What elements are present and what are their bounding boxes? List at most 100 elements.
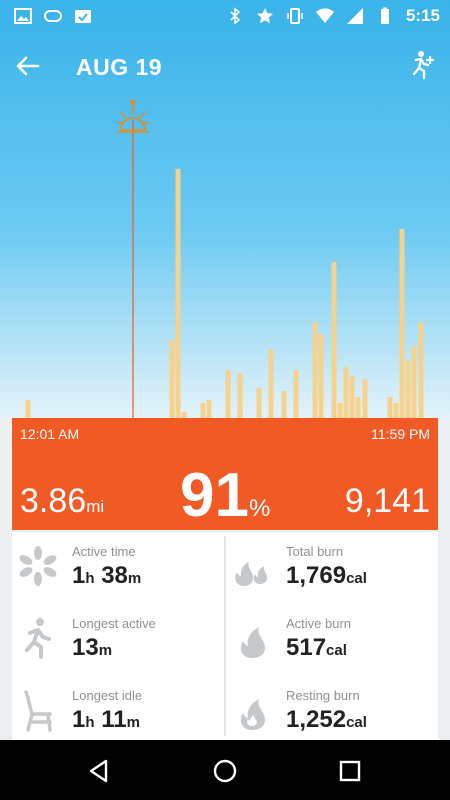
stat-label: Active time [72, 544, 136, 559]
activity-bar [343, 367, 349, 418]
daily-summary-banner: 12:01 AM 11:59 PM 3.86mi 91% 9,141 [12, 418, 438, 530]
activity-bar [293, 370, 299, 418]
distance-value: 3.86 [20, 482, 87, 520]
column-divider [224, 536, 226, 736]
minutes: 13 [72, 634, 99, 661]
distance-unit: mi [86, 497, 105, 516]
clock: 5:15 [405, 6, 440, 25]
goal-percent-unit: % [248, 495, 271, 522]
activity-bar [318, 334, 324, 418]
battery-icon [380, 7, 389, 24]
activity-bar [169, 340, 175, 418]
goal-percent: 91% [180, 460, 270, 531]
activity-bar [237, 373, 243, 418]
upload-icon [75, 10, 91, 23]
activity-bar [200, 403, 206, 418]
stat-total-burn[interactable]: Total burn 1,769cal [226, 532, 436, 596]
app-bar: AUG 19 [0, 40, 450, 96]
activity-chart [25, 99, 424, 418]
activity-bar [256, 388, 262, 418]
system-nav-bar [0, 740, 450, 800]
goal-percent-value: 91 [180, 461, 249, 530]
add-activity-icon[interactable] [408, 50, 436, 80]
hours: 1 [72, 562, 86, 589]
minutes: 11 [101, 706, 127, 733]
hours: 1 [72, 706, 86, 733]
stat-label: Longest active [72, 616, 156, 631]
stat-active-burn[interactable]: Active burn 517cal [226, 604, 436, 668]
distance: 3.86mi [20, 482, 104, 521]
calories-unit: cal [346, 714, 367, 731]
activity-header-area: 5:15 AUG 19 [0, 0, 450, 418]
activity-bar [281, 391, 287, 418]
minutes: 38 [101, 562, 128, 589]
activity-bar [337, 403, 343, 418]
page-title: AUG 19 [76, 54, 163, 80]
stat-value: 1,769cal [286, 562, 367, 590]
activity-bar [331, 262, 337, 418]
stat-label: Active burn [286, 616, 352, 631]
activity-bar [268, 349, 274, 418]
stats-panel: Active time 1h 38m Longest active 13m Lo… [12, 532, 438, 740]
activity-bar [355, 397, 361, 418]
double-flame-icon [235, 562, 267, 586]
stat-value: 1h 38m [72, 562, 141, 590]
recents-nav-icon[interactable] [337, 758, 363, 784]
chair-icon [24, 690, 52, 732]
activity-bar [181, 412, 187, 418]
activity-bar [349, 376, 355, 418]
calories-value: 1,252 [286, 706, 347, 733]
hours-unit: h [85, 570, 95, 587]
activity-bar [393, 403, 399, 418]
activity-bar [405, 361, 411, 418]
start-time: 12:01 AM [20, 426, 80, 442]
minutes-unit: m [127, 570, 142, 587]
activity-bar [225, 370, 231, 418]
stat-longest-idle[interactable]: Longest idle 1h 11m [12, 676, 222, 740]
activity-bar [387, 397, 393, 418]
bluetooth-icon [230, 7, 241, 25]
voicemail-icon [44, 10, 62, 22]
stat-longest-active[interactable]: Longest active 13m [12, 604, 222, 668]
minutes-unit: m [98, 642, 113, 659]
activity-bar [399, 229, 405, 418]
runner-icon [25, 618, 51, 659]
back-nav-icon[interactable] [86, 758, 112, 784]
burst-icon [19, 546, 57, 586]
stat-label: Total burn [286, 544, 344, 559]
star-icon [256, 8, 273, 24]
stat-active-time[interactable]: Active time 1h 38m [12, 532, 222, 596]
activity-bar [206, 400, 212, 418]
flame-outline-icon [240, 699, 265, 730]
stat-value: 13m [72, 634, 112, 662]
calories-unit: cal [326, 642, 347, 659]
stat-label: Longest idle [72, 688, 143, 703]
minutes-unit: m [126, 714, 140, 731]
stat-resting-burn[interactable]: Resting burn 1,252cal [226, 676, 436, 740]
stat-value: 517cal [286, 634, 347, 662]
wifi-icon [315, 8, 334, 23]
calories-value: 517 [286, 634, 327, 661]
step-count: 9,141 [344, 482, 430, 520]
sunrise-icon[interactable] [117, 99, 149, 133]
stat-value: 1h 11m [72, 706, 140, 734]
calories-unit: cal [346, 570, 367, 587]
activity-bar [175, 169, 181, 418]
signal-icon [346, 8, 363, 24]
end-time: 11:59 PM [371, 426, 430, 442]
hours-unit: h [85, 714, 95, 731]
activity-bar [411, 346, 417, 418]
home-nav-icon[interactable] [212, 758, 238, 784]
stat-value: 1,252cal [286, 706, 367, 734]
status-bar: 5:15 [0, 0, 450, 34]
flame-icon [240, 627, 265, 658]
vibrate-icon [287, 8, 303, 24]
gallery-icon [14, 8, 32, 24]
activity-bar [362, 379, 368, 418]
arrow-left-icon[interactable] [14, 52, 42, 80]
activity-bar [25, 400, 31, 418]
activity-bar [312, 322, 318, 418]
activity-bar [418, 322, 424, 418]
calories-value: 1,769 [286, 562, 347, 589]
stat-label: Resting burn [286, 688, 360, 703]
